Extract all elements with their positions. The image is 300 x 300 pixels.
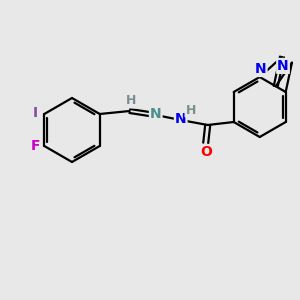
Text: N: N [255, 62, 266, 76]
Text: N: N [150, 107, 161, 121]
Text: F: F [31, 139, 40, 153]
Text: N: N [175, 112, 187, 126]
Text: N: N [277, 59, 289, 73]
Text: H: H [125, 94, 136, 107]
Text: O: O [200, 145, 212, 159]
Text: I: I [33, 106, 38, 120]
Text: H: H [185, 103, 196, 116]
